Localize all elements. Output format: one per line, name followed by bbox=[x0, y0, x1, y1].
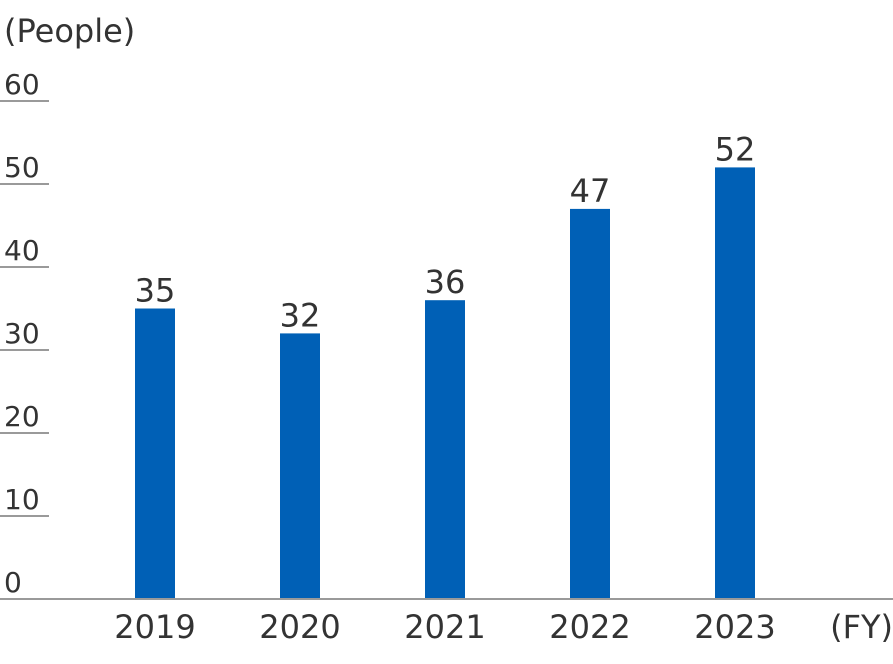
y-tick-label: 20 bbox=[4, 400, 40, 433]
bar-2021 bbox=[425, 300, 465, 599]
bar-value-label: 52 bbox=[715, 130, 756, 168]
x-tick-label: 2021 bbox=[404, 608, 485, 646]
data-labels: 35 32 36 47 52 bbox=[135, 130, 756, 334]
y-tick-label: 10 bbox=[4, 483, 40, 516]
x-tick-label: 2023 bbox=[694, 608, 775, 646]
y-axis-title: (People) bbox=[4, 12, 135, 50]
bar-2022 bbox=[570, 208, 610, 599]
x-axis-title: (FY) bbox=[830, 608, 893, 646]
y-axis-ticks: 0 10 20 30 40 50 60 bbox=[0, 68, 49, 599]
bar-value-label: 36 bbox=[425, 263, 466, 301]
bar-value-label: 47 bbox=[570, 172, 611, 210]
bar-2020 bbox=[280, 333, 320, 599]
bar-2019 bbox=[135, 308, 175, 599]
x-tick-label: 2022 bbox=[549, 608, 630, 646]
x-axis-ticks: 2019 2020 2021 2022 2023 bbox=[114, 608, 775, 646]
y-tick-label: 0 bbox=[4, 566, 22, 599]
x-tick-label: 2019 bbox=[114, 608, 195, 646]
y-tick-label: 40 bbox=[4, 234, 40, 267]
y-tick-label: 30 bbox=[4, 317, 40, 350]
bar-value-label: 35 bbox=[135, 272, 176, 310]
bar-value-label: 32 bbox=[280, 296, 321, 334]
bar-2023 bbox=[715, 167, 755, 599]
y-tick-label: 50 bbox=[4, 151, 40, 184]
x-tick-label: 2020 bbox=[259, 608, 340, 646]
y-tick-label: 60 bbox=[4, 68, 40, 101]
bar-series bbox=[135, 167, 755, 599]
